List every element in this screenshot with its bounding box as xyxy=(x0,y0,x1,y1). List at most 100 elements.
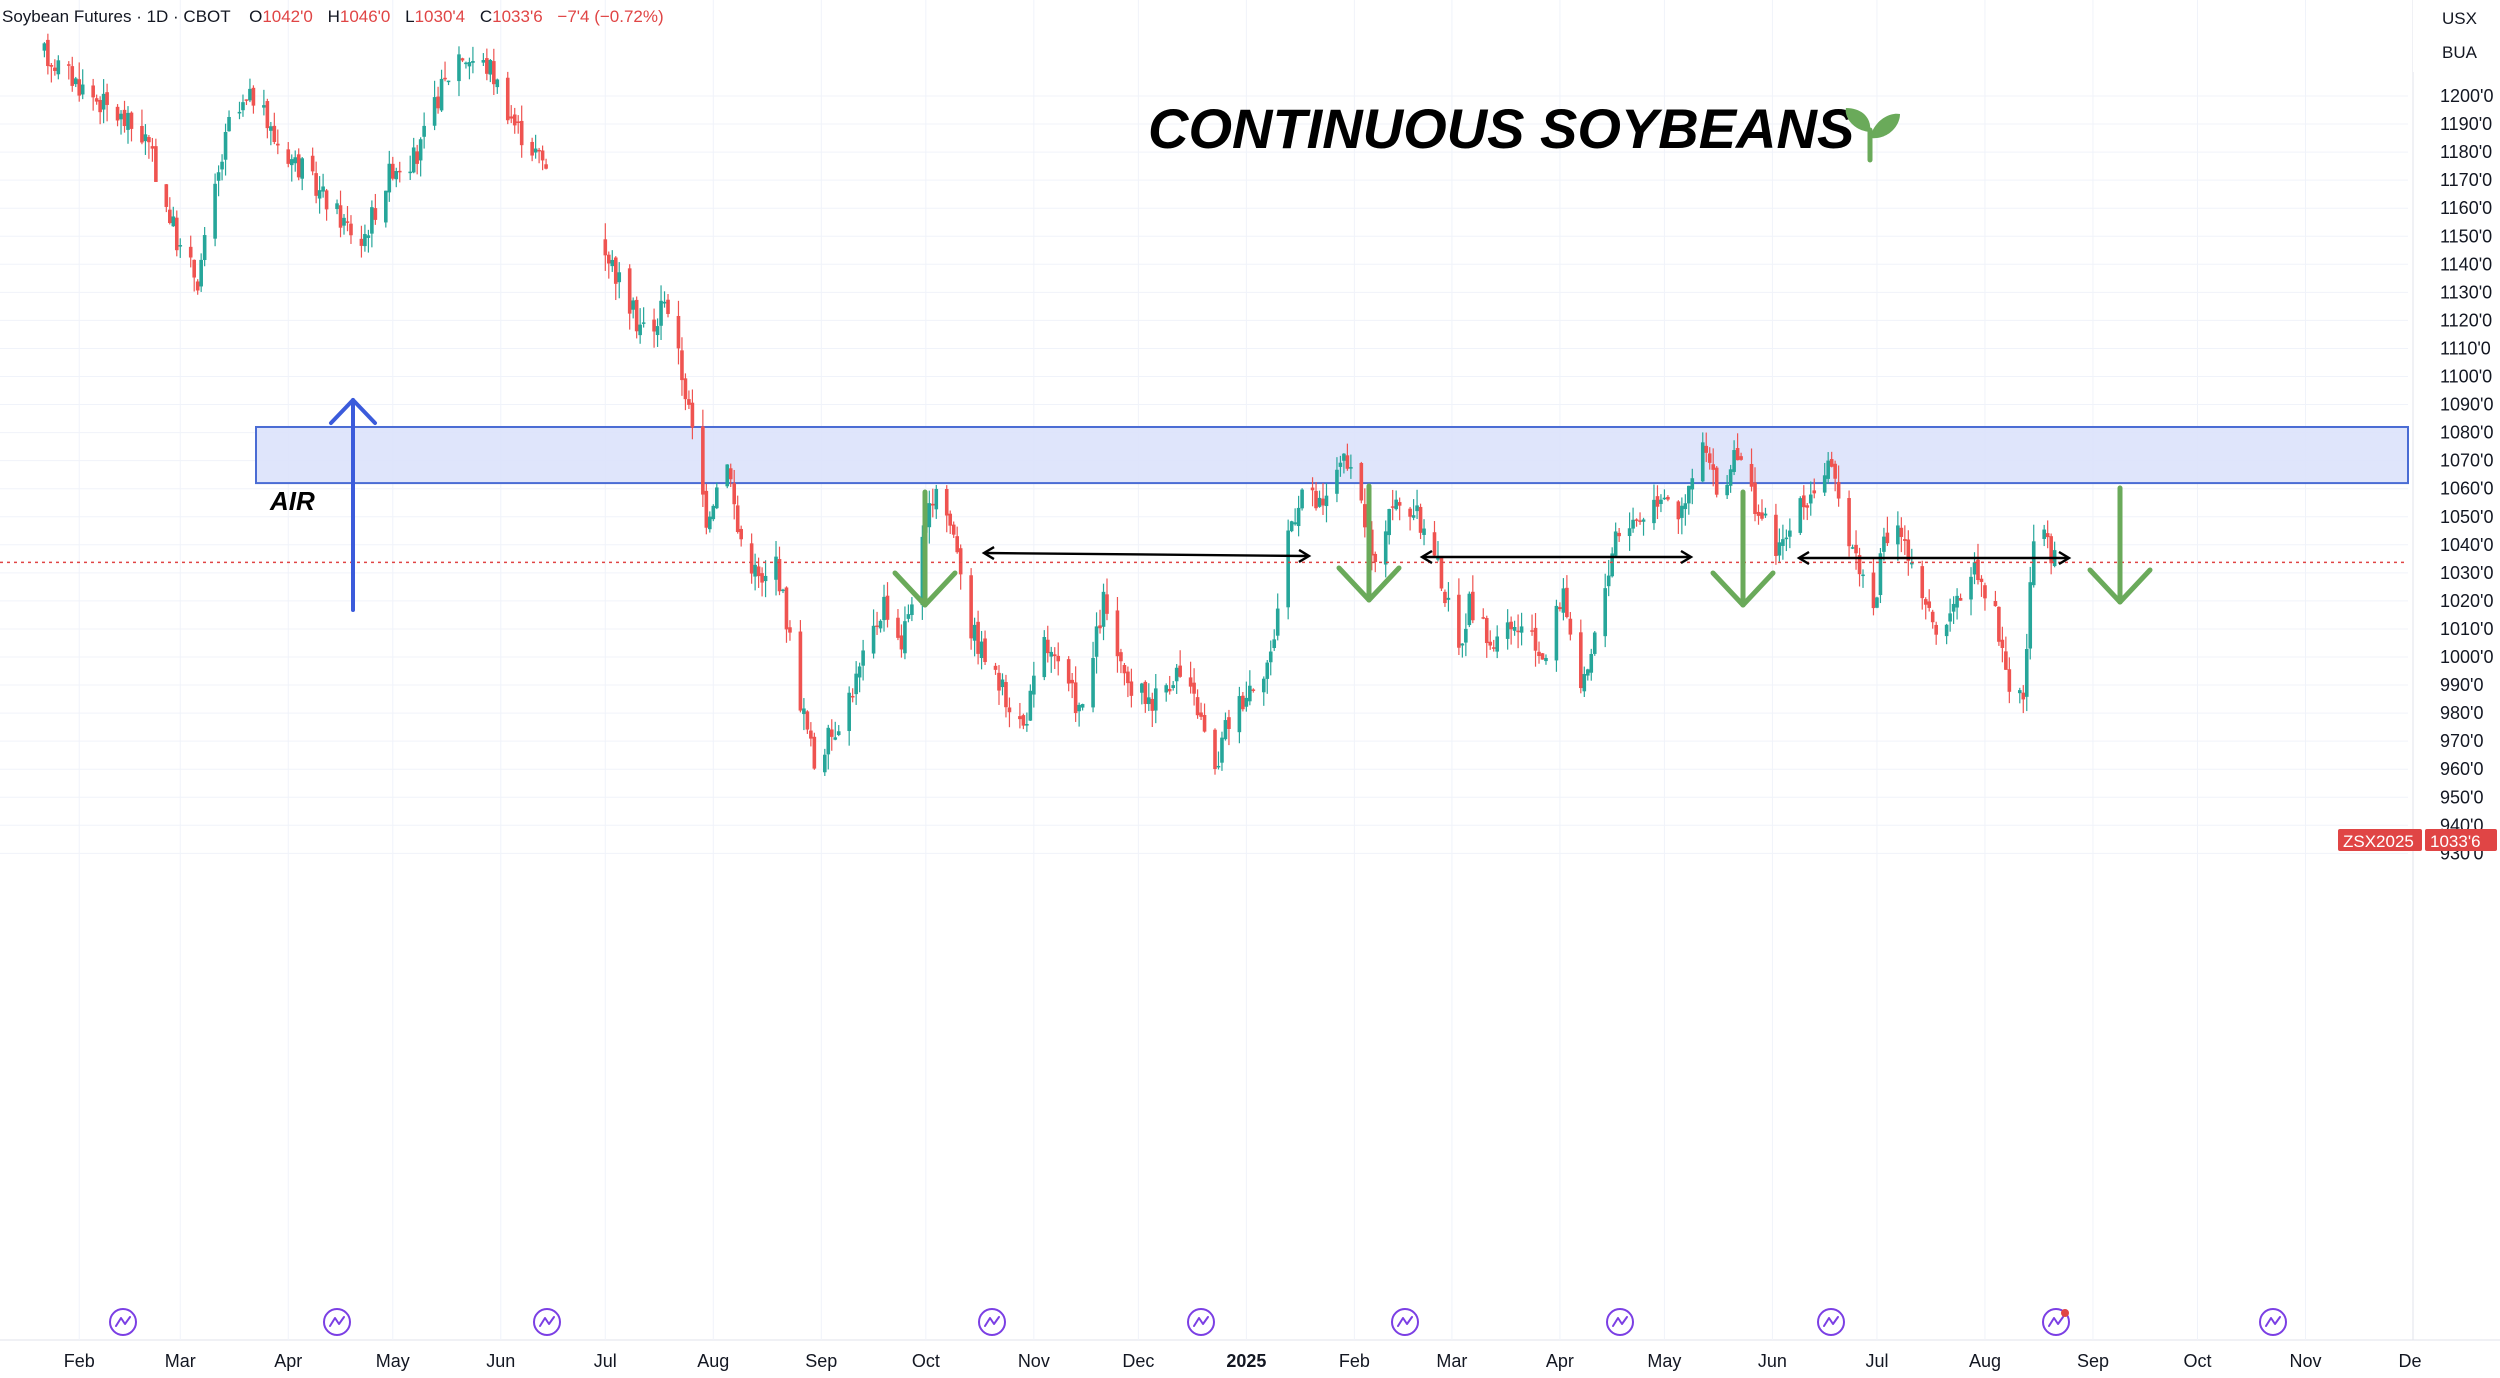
currency-button[interactable]: USX xyxy=(2442,9,2477,28)
time-tick-label: Oct xyxy=(912,1351,940,1371)
candle-body xyxy=(662,301,667,304)
candle-body xyxy=(708,516,712,530)
candle-body xyxy=(1756,511,1761,516)
candle-body xyxy=(446,80,451,83)
candle-body xyxy=(1268,651,1273,663)
open-value: 1042'0 xyxy=(262,7,313,26)
candle-body xyxy=(1683,503,1688,510)
event-icon[interactable] xyxy=(1391,1308,1419,1336)
unit-button[interactable]: BUA xyxy=(2442,43,2478,62)
candle-body xyxy=(983,638,987,663)
price-tick-label: 1120'0 xyxy=(2440,310,2492,330)
resistance-zone[interactable] xyxy=(255,425,2409,485)
candle-body xyxy=(1000,679,1005,688)
candle-body xyxy=(955,536,959,553)
candle-body xyxy=(178,245,183,247)
time-tick-label: Feb xyxy=(64,1351,95,1371)
candle-body xyxy=(505,77,510,121)
candle-body xyxy=(1188,677,1193,687)
candle-body xyxy=(1805,505,1810,508)
grid xyxy=(0,0,2500,1341)
down-arrow-3[interactable] xyxy=(1710,489,1776,608)
down-arrow-4[interactable] xyxy=(2087,485,2153,605)
event-icon[interactable] xyxy=(533,1308,561,1336)
double-arrow-1[interactable] xyxy=(985,553,1308,556)
candle-body xyxy=(394,171,399,180)
candle-body xyxy=(683,378,688,400)
candle-body xyxy=(1192,682,1196,694)
candle-body xyxy=(2024,649,2029,697)
candle-body xyxy=(457,54,461,82)
candle-body xyxy=(105,92,109,105)
candle-body xyxy=(1652,499,1656,524)
down-arrow-2[interactable] xyxy=(1336,483,1402,603)
candle-body xyxy=(1509,621,1513,630)
candle-body xyxy=(1335,469,1339,494)
candle-body xyxy=(777,559,782,592)
candle-body xyxy=(1018,716,1022,720)
candle-body xyxy=(903,621,907,654)
candle-body xyxy=(1105,594,1109,614)
symbol-label[interactable]: Soybean Futures · 1D · CBOT xyxy=(2,7,230,26)
candle-body xyxy=(617,272,622,283)
time-tick-label: Nov xyxy=(1018,1351,1050,1371)
candle-body xyxy=(1739,456,1743,460)
candle-body xyxy=(1251,689,1256,691)
event-icon-active[interactable] xyxy=(2042,1308,2070,1336)
candle-body xyxy=(899,635,904,650)
candle-body xyxy=(544,164,548,169)
candle-body xyxy=(1390,506,1395,508)
candle-body xyxy=(1464,628,1468,643)
candle-body xyxy=(94,98,99,102)
candle-body xyxy=(969,575,973,639)
candle-body xyxy=(1812,490,1817,494)
candle-body xyxy=(537,149,541,152)
candle-body xyxy=(885,595,890,620)
candle-body xyxy=(143,134,148,142)
price-tag-symbol: ZSX2025 xyxy=(2343,832,2414,851)
time-axis[interactable]: Feb Mar Apr May Jun Jul Aug Sep Oct Nov Dec 2025 Feb… xyxy=(64,1351,2422,1371)
candle-body xyxy=(1289,521,1294,532)
candle-body xyxy=(265,101,270,129)
price-tick-label: 1200'0 xyxy=(2440,86,2494,106)
candle-body xyxy=(958,548,963,575)
candle-body xyxy=(763,575,768,582)
candle-body xyxy=(690,402,695,428)
candle-body xyxy=(1028,690,1033,721)
candle-body xyxy=(1345,455,1350,469)
candle-body xyxy=(150,146,155,149)
event-icon[interactable] xyxy=(109,1308,137,1336)
candle-body xyxy=(1042,637,1047,678)
event-icon[interactable] xyxy=(1606,1308,1634,1336)
event-icon[interactable] xyxy=(2259,1308,2287,1336)
event-icon[interactable] xyxy=(1187,1308,1215,1336)
candle-body xyxy=(1080,704,1085,708)
candle-body xyxy=(1833,463,1837,479)
event-icon[interactable] xyxy=(323,1308,351,1336)
candle-body xyxy=(1119,652,1123,662)
candle-body xyxy=(1896,525,1900,545)
price-tick-label: 1140'0 xyxy=(2440,254,2492,274)
candle-body xyxy=(366,235,371,238)
candle-body xyxy=(1342,453,1346,461)
candle-body xyxy=(1286,530,1290,608)
candle-body xyxy=(126,112,130,130)
candle-body xyxy=(370,207,374,234)
candle-body xyxy=(220,161,224,170)
event-icon[interactable] xyxy=(1817,1308,1845,1336)
down-arrow-1[interactable] xyxy=(892,489,958,608)
candle-body xyxy=(1237,696,1242,733)
candle-body xyxy=(1530,630,1534,632)
candle-body xyxy=(627,268,632,314)
candle-body xyxy=(495,79,500,88)
candle-body xyxy=(2021,692,2026,700)
time-tick-label: Jun xyxy=(1758,1351,1787,1371)
candle-body xyxy=(878,620,883,629)
event-icon[interactable] xyxy=(978,1308,1006,1336)
up-arrow[interactable] xyxy=(329,398,377,612)
candle-body xyxy=(728,468,733,480)
unit-panel xyxy=(2413,0,2500,72)
candle-body xyxy=(1749,463,1754,487)
candle-body xyxy=(610,259,615,267)
